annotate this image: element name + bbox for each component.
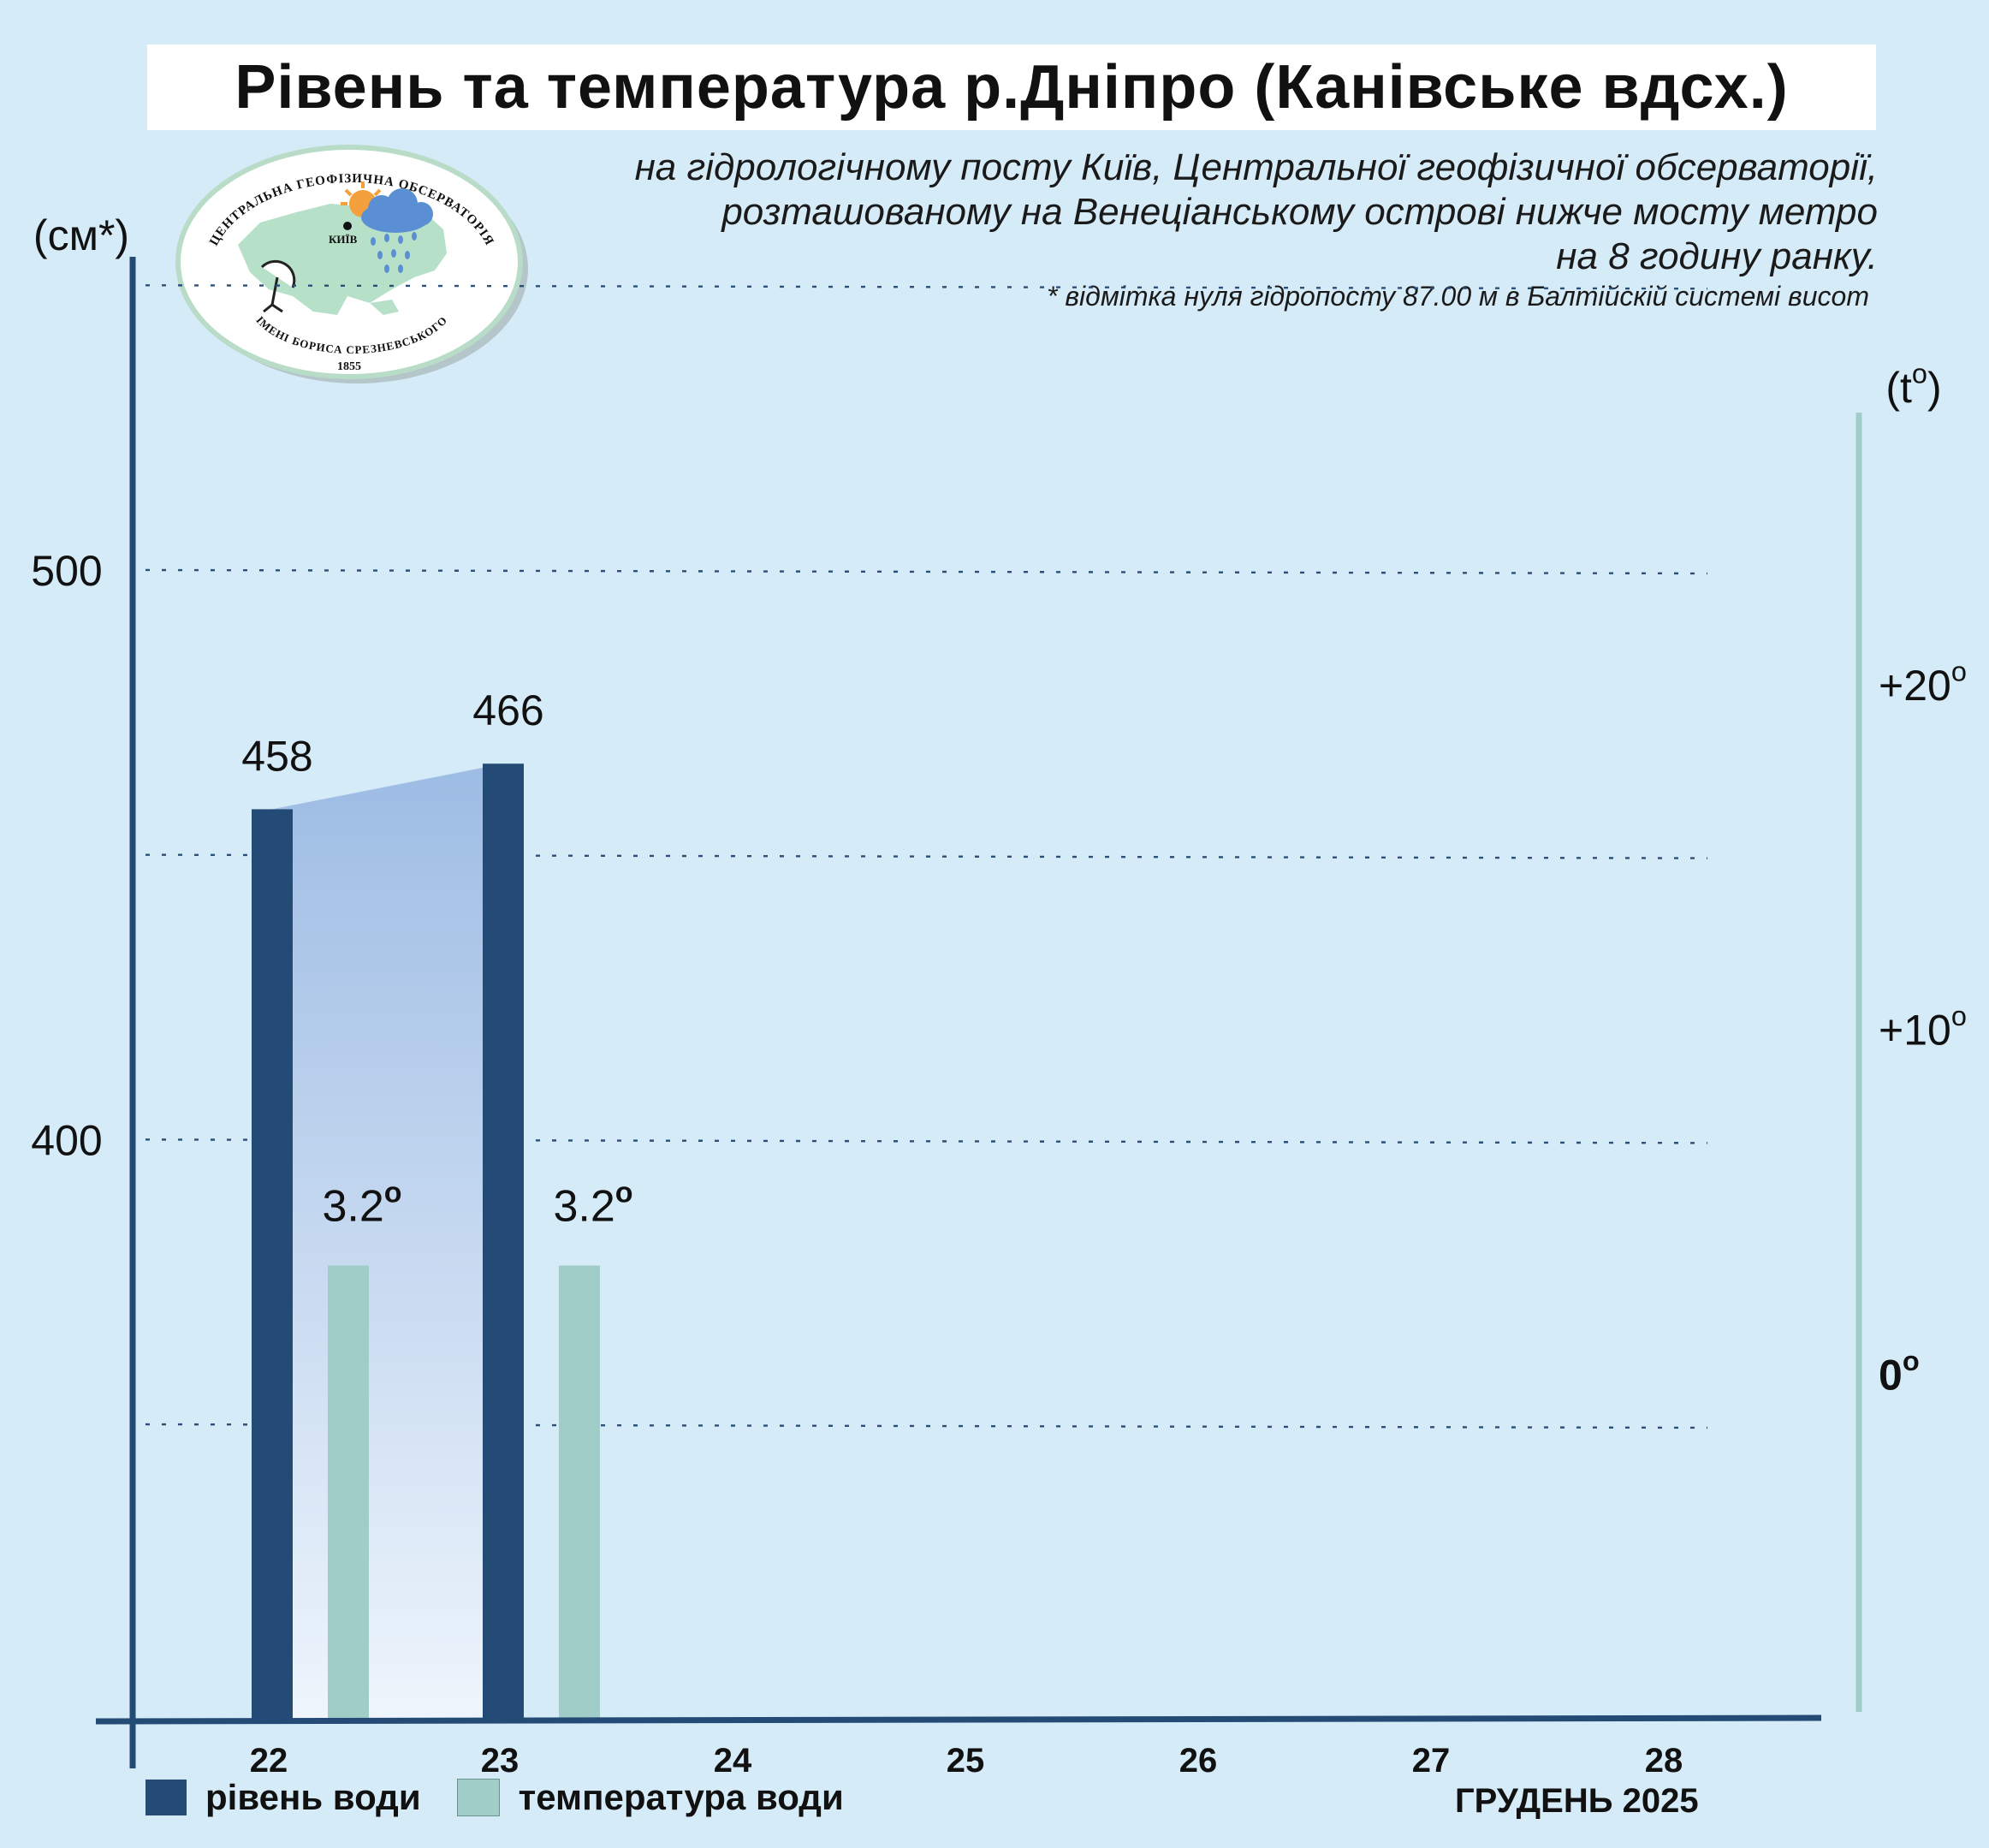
left-axis-label: (см*) xyxy=(33,211,129,259)
x-tick-label-28: 28 xyxy=(1645,1742,1683,1780)
legend-item-level: рівень води xyxy=(145,1777,421,1818)
x-tick-label-23: 23 xyxy=(481,1742,520,1780)
x-tick-label-26: 26 xyxy=(1179,1742,1218,1780)
legend-label-temperature: температура води xyxy=(518,1777,844,1817)
title-box: Рівень та температура р.Дніпро (Канівськ… xyxy=(147,45,1876,130)
legend-item-temperature: температура води xyxy=(456,1777,844,1818)
temperature-value-label-22: 3.2o xyxy=(322,1177,401,1232)
temperature-bar-22 xyxy=(328,1265,369,1720)
legend-swatch-temperature xyxy=(456,1779,500,1816)
left-tick-label-500: 500 xyxy=(31,547,102,595)
legend: рівень води температура води xyxy=(145,1776,880,1819)
x-tick-label-25: 25 xyxy=(947,1742,985,1780)
level-band-area xyxy=(272,764,503,1721)
footnote: * відмітка нуля гідропосту 87.00 м в Бал… xyxy=(1047,281,1869,312)
subtitle-line-3: на 8 годину ранку. xyxy=(1556,235,1878,277)
gridline-450 xyxy=(145,853,1708,859)
legend-label-level: рівень води xyxy=(205,1777,421,1817)
level-bar-23 xyxy=(483,764,524,1721)
x-tick-label-27: 27 xyxy=(1412,1742,1451,1780)
subtitle-line-2: розташованому на Венеціанському острові … xyxy=(721,191,1878,233)
x-tick-label-22: 22 xyxy=(250,1742,288,1780)
x-axis-line xyxy=(95,1714,1822,1725)
subtitle: на гідрологічному посту Київ, Центрально… xyxy=(423,146,1878,279)
level-bar-22 xyxy=(252,809,293,1720)
level-value-label-22: 458 xyxy=(241,732,312,780)
month-label: ГРУДЕНЬ 2025 xyxy=(1455,1782,1699,1820)
right-tick-label-20: +20o xyxy=(1879,657,1967,710)
radio-telescope-icon xyxy=(260,259,296,313)
right-tick-label-0: 0o xyxy=(1879,1346,1920,1399)
labels: 458 466 3.2o 3.2o (см*) 400 500 (to) 0o +10o +20o 2… xyxy=(31,211,1967,1780)
right-tick-label-10: +10o xyxy=(1879,1001,1967,1055)
temperature-value-label-23: 3.2o xyxy=(553,1177,632,1232)
legend-swatch-level xyxy=(145,1780,187,1815)
subtitle-line-1: на гідрологічному посту Київ, Центрально… xyxy=(634,146,1878,188)
gridline-400 xyxy=(145,1138,1708,1144)
observatory-logo: КИЇВ ЦЕНТРАЛЬНА ГЕОФІЗИЧНА ОБСЕРВАТОРІЯ … xyxy=(175,145,528,383)
logo-city: КИЇВ xyxy=(329,233,358,246)
right-axis-label: (to) xyxy=(1885,359,1941,413)
gridlines xyxy=(145,284,1708,1429)
gridline-350 xyxy=(145,1423,1708,1429)
axes xyxy=(95,257,1862,1768)
gridline-500 xyxy=(145,568,1708,575)
left-tick-label-400: 400 xyxy=(31,1116,102,1164)
chart-title: Рівень та температура р.Дніпро (Канівськ… xyxy=(235,53,1789,122)
x-tick-label-24: 24 xyxy=(714,1742,752,1780)
level-value-label-23: 466 xyxy=(472,686,543,734)
level-trend-band xyxy=(272,764,503,1721)
logo-year: 1855 xyxy=(337,360,361,373)
kyiv-dot-icon xyxy=(343,222,352,230)
rain-cloud-icon xyxy=(361,188,433,273)
bars xyxy=(252,764,600,1721)
temperature-bar-23 xyxy=(559,1265,600,1720)
